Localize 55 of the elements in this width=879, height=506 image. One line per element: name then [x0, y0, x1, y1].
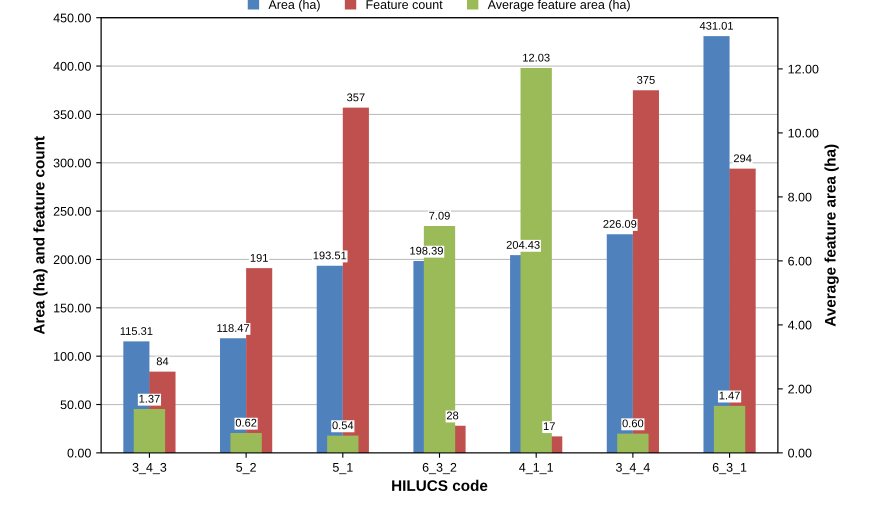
data-label: 204.43	[506, 240, 540, 249]
legend-label: Feature count	[366, 0, 443, 9]
y2-tick-label: 4.00	[788, 320, 812, 330]
data-label: 357	[347, 93, 365, 102]
x-tick-label: 4_1_1	[519, 463, 553, 474]
x-tick-label: 3_4_4	[616, 462, 650, 474]
data-label: 84	[156, 357, 168, 366]
y-tick-label: 350.00	[54, 110, 91, 120]
x-tick-label: 6_3_2	[422, 462, 456, 474]
y-tick-label: 0.00	[68, 448, 91, 458]
x-axis-title: HILUCS code	[392, 480, 488, 492]
data-label: 28	[446, 412, 458, 420]
y2-tick-label: 12.00	[788, 64, 818, 74]
y-tick-label: 200.00	[54, 255, 91, 264]
y-tick-label: 450.00	[53, 14, 91, 22]
x-tick-label: 5_1	[332, 463, 353, 474]
x-tick-label: 6_3_1	[712, 462, 746, 474]
data-label: 1.47	[720, 392, 740, 400]
bar	[617, 434, 649, 453]
y2-tick-label: 8.00	[788, 192, 812, 202]
y-tick-label: 100.00	[54, 352, 91, 361]
data-label: 0.54	[332, 421, 354, 430]
data-label: 0.60	[622, 419, 644, 428]
data-label: 193.51	[314, 252, 346, 260]
y-axis-title: Area (ha) and feature count	[33, 136, 48, 334]
data-label: 198.39	[410, 246, 443, 255]
data-label: 294	[734, 154, 752, 162]
data-label: 17	[544, 422, 555, 430]
data-label: 375	[637, 76, 655, 84]
y-tick-label: 300.00	[54, 158, 91, 168]
data-label: 431.01	[700, 22, 733, 30]
legend-label: Average feature area (ha)	[488, 0, 630, 12]
y2-tick-label: 10.00	[788, 128, 818, 138]
bar	[327, 436, 358, 453]
x-tick-label: 3_4_3	[132, 462, 166, 474]
y2-axis-title: Average feature area (ha)	[824, 144, 839, 326]
data-label: 226.09	[603, 220, 636, 228]
data-label: 191	[250, 254, 268, 262]
y2-tick-label: 0.00	[788, 448, 812, 458]
data-label: 1.37	[139, 394, 160, 403]
y-tick-label: 50.00	[60, 400, 91, 410]
y-tick-label: 400.00	[53, 62, 91, 71]
bar	[230, 433, 262, 453]
bar	[714, 406, 746, 453]
y2-tick-label: 6.00	[788, 256, 812, 266]
data-label: 115.31	[120, 327, 152, 335]
y-tick-label: 250.00	[54, 206, 91, 216]
y-tick-label: 150.00	[54, 304, 91, 312]
legend-label: Area (ha)	[268, 0, 320, 12]
data-label: 7.09	[429, 212, 450, 220]
data-label: 12.03	[523, 54, 550, 62]
data-label: 118.47	[217, 324, 250, 332]
y2-tick-label: 2.00	[788, 384, 812, 394]
x-tick-label: 5_2	[236, 462, 256, 474]
data-label: 0.62	[236, 418, 256, 427]
